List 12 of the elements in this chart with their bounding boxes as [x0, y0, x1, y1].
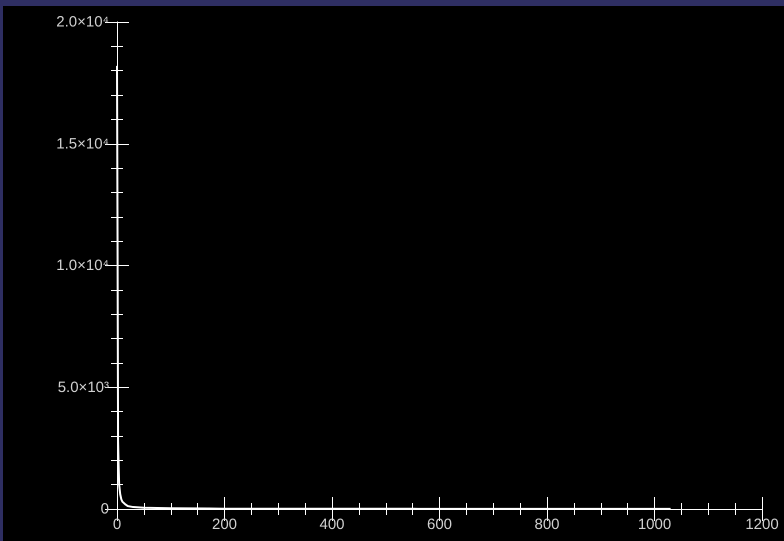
- x-tick-label: 200: [212, 516, 238, 533]
- x-tick-label: 400: [319, 516, 345, 533]
- y-tick-label: 0: [100, 500, 109, 518]
- x-tick-label: 600: [426, 516, 452, 533]
- y-tick-label: 1.0×10⁴: [56, 257, 109, 274]
- y-tick-label: 5.0×10³: [58, 378, 109, 396]
- y-tick-label: 2.0×10⁴: [56, 14, 109, 30]
- x-tick-label: 800: [534, 516, 560, 533]
- x-tick-label: 1200: [745, 516, 779, 533]
- y-tick-label: 1.5×10⁴: [56, 135, 109, 152]
- x-tick-label: 1000: [638, 516, 672, 533]
- x-tick-label: 0: [112, 516, 122, 533]
